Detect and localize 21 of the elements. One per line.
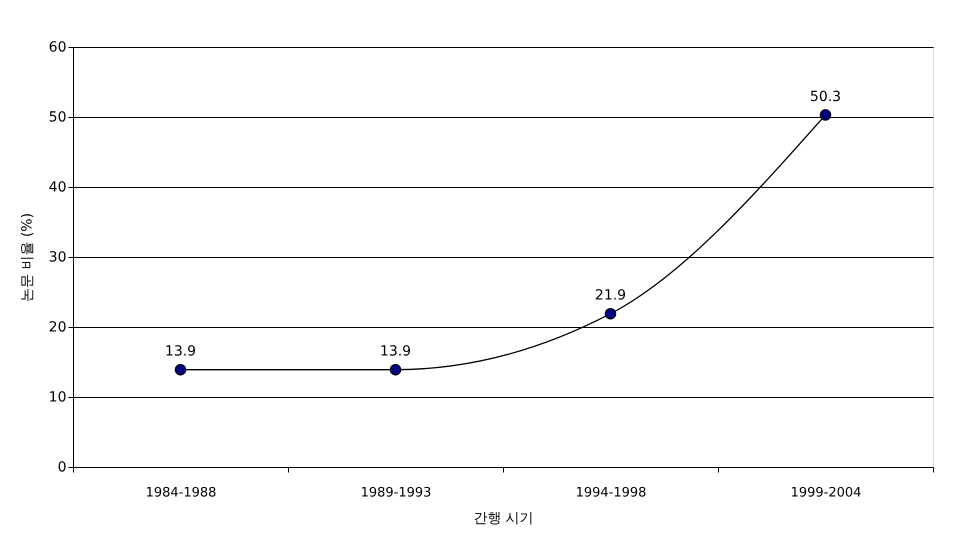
y-axis-title: 논문 비율 (%) [20, 212, 36, 302]
data-label: 50.3 [810, 88, 842, 105]
data-label: 21.9 [594, 288, 626, 304]
y-tick-label: 0 [58, 460, 66, 476]
x-axis-title: 간행 시기 [473, 510, 534, 526]
point [604, 308, 616, 320]
x-tick-label: 1994-1998 [576, 486, 646, 500]
y-tick-label: 50 [48, 110, 66, 126]
x-tick-label: 1999-2004 [790, 486, 862, 500]
point [390, 364, 402, 376]
x-tick-label: 1984-1988 [146, 486, 216, 500]
y-tick-label: 30 [48, 250, 66, 266]
y-tick-label: 60 [48, 40, 66, 56]
data-label: 13.9 [164, 344, 196, 360]
y-tick-label: 20 [48, 320, 66, 336]
x-tick-label: 1989-1993 [360, 486, 432, 500]
point [174, 364, 186, 376]
point [820, 109, 832, 121]
y-tick-label: 40 [48, 180, 66, 196]
data-label: 13.9 [380, 344, 412, 360]
y-tick-label: 10 [48, 390, 66, 406]
